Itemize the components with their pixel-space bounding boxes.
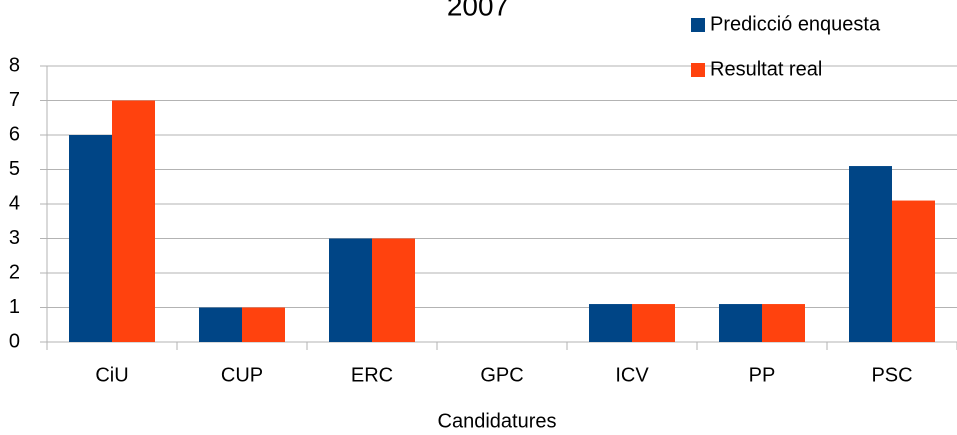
- bar: [632, 304, 675, 342]
- bar: [849, 166, 892, 342]
- y-tick-label: 0: [9, 330, 20, 352]
- legend-label: Resultat real: [710, 58, 822, 80]
- y-tick-label: 4: [9, 192, 20, 214]
- x-tick-label: ICV: [615, 364, 649, 386]
- legend-swatch: [691, 63, 705, 77]
- legend-swatch: [691, 18, 705, 32]
- y-tick-label: 8: [9, 54, 20, 76]
- bar: [112, 100, 155, 342]
- x-tick-label: CiU: [95, 364, 128, 386]
- x-axis-label: Candidatures: [438, 410, 557, 430]
- bar: [372, 238, 415, 342]
- legend-label: Predicció enquesta: [710, 13, 881, 35]
- y-tick-label: 5: [9, 158, 20, 180]
- y-tick-label: 1: [9, 296, 20, 318]
- y-tick-label: 7: [9, 89, 20, 111]
- chart-title: 2007: [447, 0, 509, 21]
- x-tick-label: GPC: [480, 364, 523, 386]
- bar: [589, 304, 632, 342]
- bar: [69, 135, 112, 342]
- y-tick-label: 3: [9, 227, 20, 249]
- bar: [719, 304, 762, 342]
- y-tick-label: 6: [9, 123, 20, 145]
- y-tick-label: 2: [9, 261, 20, 283]
- bar: [892, 200, 935, 342]
- x-tick-label: ERC: [351, 364, 393, 386]
- x-tick-label: CUP: [221, 364, 263, 386]
- x-tick-label: PP: [749, 364, 776, 386]
- bar: [329, 238, 372, 342]
- bar: [242, 307, 285, 342]
- bar: [762, 304, 805, 342]
- bar: [199, 307, 242, 342]
- x-tick-label: PSC: [871, 364, 912, 386]
